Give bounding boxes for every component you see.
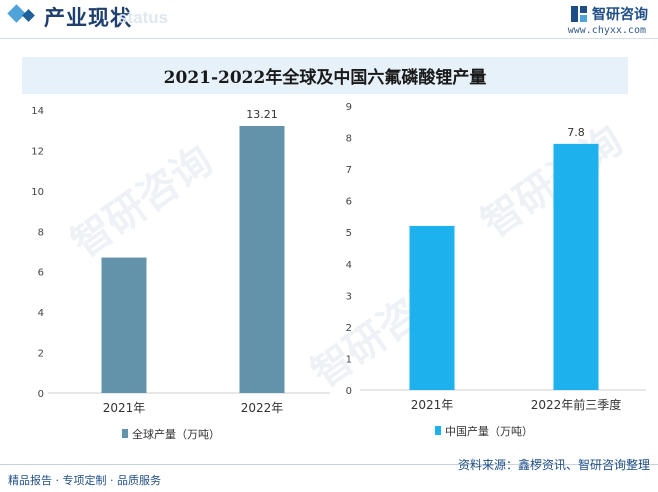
bar bbox=[239, 125, 285, 393]
bar bbox=[101, 257, 147, 393]
data-label: 13.21 bbox=[246, 108, 278, 121]
y-tick-label: 3 bbox=[346, 291, 352, 302]
y-tick-label: 6 bbox=[38, 268, 44, 279]
legend-swatch bbox=[435, 426, 441, 435]
x-tick-label: 2021年 bbox=[103, 401, 146, 415]
section-title: 产业现状 bbox=[44, 6, 132, 30]
y-tick-label: 2 bbox=[38, 349, 44, 360]
bar bbox=[409, 225, 455, 390]
chart-title: 2021-2022年全球及中国六氟磷酸锂产量 bbox=[163, 68, 487, 88]
charts-area: 024681012142021年13.212022年全球产量（万吨）012345… bbox=[31, 102, 646, 441]
header-divider bbox=[0, 38, 658, 39]
legend-swatch bbox=[122, 429, 128, 438]
y-tick-label: 9 bbox=[346, 102, 352, 113]
legend-label: 全球产量（万吨） bbox=[132, 427, 220, 441]
footer: 精品报告 · 专项定制 · 品质服务 资料来源：鑫椤资讯、智研咨询整理 bbox=[0, 458, 658, 492]
y-tick-label: 14 bbox=[31, 106, 44, 117]
legend-label: 中国产量（万吨） bbox=[445, 424, 533, 438]
y-tick-label: 0 bbox=[346, 386, 352, 397]
brand: 智研咨询 bbox=[570, 4, 648, 24]
title-band: 2021-2022年全球及中国六氟磷酸锂产量 bbox=[22, 57, 628, 94]
y-tick-label: 8 bbox=[346, 134, 352, 145]
source-note: 资料来源：鑫椤资讯、智研咨询整理 bbox=[457, 458, 650, 472]
y-tick-label: 10 bbox=[31, 187, 44, 198]
y-tick-label: 5 bbox=[346, 228, 352, 239]
y-tick-label: 7 bbox=[346, 165, 352, 176]
y-tick-label: 0 bbox=[38, 389, 44, 400]
header: 产业现状 status 智研咨询 www.chyxx.com bbox=[0, 0, 658, 46]
brand-logo-icon bbox=[571, 6, 587, 22]
x-tick-label: 2022年前三季度 bbox=[531, 397, 622, 412]
y-tick-label: 4 bbox=[346, 260, 352, 271]
footer-tagline: 精品报告 · 专项定制 · 品质服务 bbox=[8, 474, 161, 487]
data-label: 7.8 bbox=[567, 126, 585, 139]
header-watermark: status bbox=[118, 8, 169, 27]
footer-divider bbox=[0, 464, 658, 465]
y-tick-label: 1 bbox=[346, 354, 352, 365]
bar bbox=[553, 143, 599, 390]
y-tick-label: 8 bbox=[38, 227, 44, 238]
x-tick-label: 2021年 bbox=[411, 398, 454, 412]
y-tick-label: 6 bbox=[346, 197, 352, 208]
y-tick-label: 2 bbox=[346, 323, 352, 334]
y-tick-label: 4 bbox=[38, 308, 44, 319]
y-tick-label: 12 bbox=[31, 146, 44, 157]
brand-url: www.chyxx.com bbox=[567, 25, 646, 36]
brand-name: 智研咨询 bbox=[592, 7, 648, 23]
x-tick-label: 2022年 bbox=[241, 401, 284, 415]
